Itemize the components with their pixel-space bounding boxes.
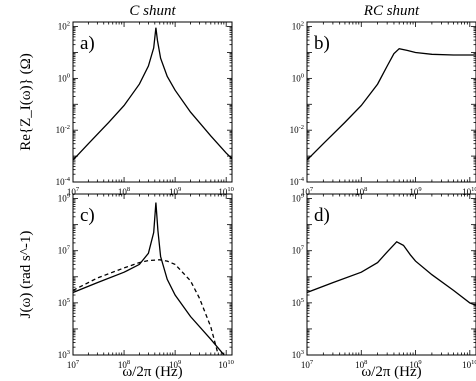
y-tick-label: 100 [58,72,70,83]
y-tick-label: 109 [58,193,70,204]
y-tick-label: 10-2 [56,124,70,135]
y-tick-label: 102 [292,21,304,32]
solid-series-line [73,28,232,160]
y-tick-label: 103 [58,349,70,360]
y-tick-label: 100 [292,72,304,83]
x-axis-label-left: ω/2π (Hz) [122,364,182,380]
x-tick-label: 1010 [462,359,476,370]
solid-series-line [307,242,476,306]
plot-frame [307,194,476,355]
y-tick-label: 105 [292,297,304,308]
plot-frame [73,194,232,355]
y-tick-label: 107 [292,245,305,256]
plot-frame [73,22,232,182]
panel-label: b) [314,33,330,54]
column-title-c-shunt: C shunt [129,3,176,19]
y-tick-label: 109 [292,193,304,204]
y-axis-label-spectral-density: J(ω) (rad s^-1) [18,231,34,319]
y-tick-label: 10-4 [290,176,305,187]
x-tick-label: 107 [301,359,314,370]
panel-label: a) [80,33,95,54]
solid-series-line [73,203,232,366]
x-tick-label: 1010 [218,359,234,370]
y-tick-label: 105 [58,297,70,308]
solid-series-line [307,49,476,160]
y-axis-label-impedance: Re{Z_I(ω)} (Ω) [18,53,34,150]
column-title-rc-shunt: RC shunt [363,3,420,19]
x-axis-label-right: ω/2π (Hz) [361,364,421,380]
y-tick-label: 10-4 [56,176,71,187]
y-tick-label: 10-2 [290,124,304,135]
y-tick-label: 103 [292,349,304,360]
plot-frame [307,22,476,182]
x-tick-label: 107 [67,359,80,370]
dashed-series-line [73,260,218,355]
panel-label: d) [314,205,330,226]
panel-label: c) [80,205,95,226]
x-tick-label: 1010 [462,186,476,197]
y-tick-label: 107 [58,245,71,256]
y-tick-label: 102 [58,21,70,32]
